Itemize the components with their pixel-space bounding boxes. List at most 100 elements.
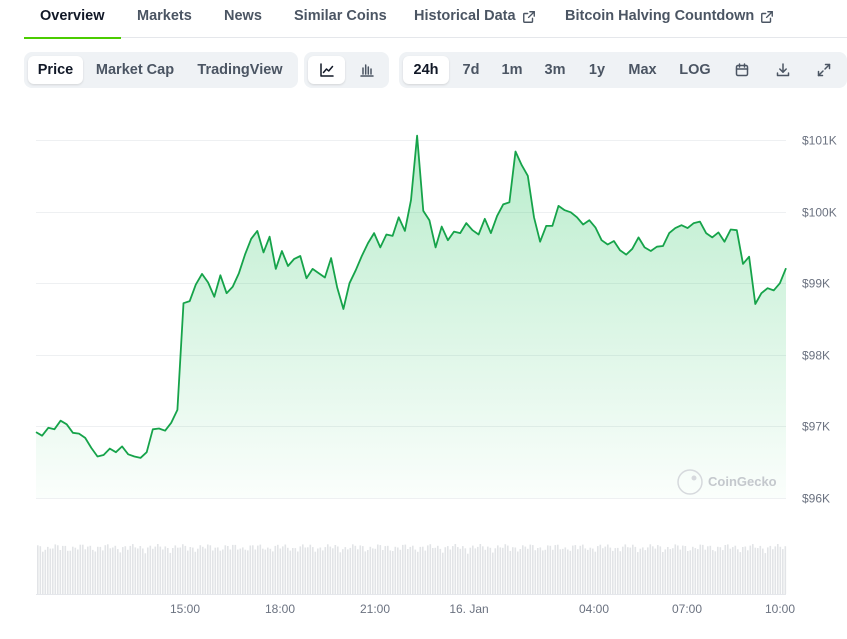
tab-historical-data[interactable]: Historical Data — [414, 8, 536, 38]
volume-bar — [772, 549, 774, 594]
volume-bar — [252, 545, 254, 594]
volume-bar — [444, 547, 447, 594]
volume-bar — [542, 550, 544, 594]
volume-bar — [664, 549, 667, 594]
volume-bar — [589, 547, 592, 594]
volume-bar — [414, 549, 417, 594]
tab-markets[interactable]: Markets — [137, 8, 192, 38]
fullscreen-button[interactable] — [807, 56, 841, 84]
date-range-button[interactable] — [725, 56, 759, 84]
volume-bar — [389, 550, 392, 594]
volume-bar — [274, 545, 277, 594]
volume-bar — [707, 546, 709, 594]
volume-bar — [689, 550, 692, 594]
price-button[interactable]: Price — [28, 56, 83, 84]
candlestick-chart-icon — [359, 64, 374, 77]
y-tick-label: $97K — [802, 420, 830, 434]
market-cap-button[interactable]: Market Cap — [95, 62, 175, 78]
volume-bar — [719, 547, 722, 594]
volume-bar — [102, 550, 104, 594]
tab-news[interactable]: News — [224, 8, 262, 38]
tab-label: Markets — [137, 8, 192, 24]
volume-bar — [594, 551, 597, 594]
volume-bar — [199, 545, 202, 594]
range-3m-button[interactable]: 3m — [544, 62, 566, 78]
volume-bar — [582, 544, 584, 594]
volume-bar — [144, 553, 147, 594]
volume-bar — [572, 545, 574, 594]
range-1y-button[interactable]: 1y — [588, 62, 606, 78]
volume-bar — [364, 551, 367, 594]
volume-bar — [734, 545, 737, 594]
volume-bar — [479, 544, 482, 594]
volume-bar — [237, 549, 239, 594]
volume-bar — [489, 547, 492, 594]
volume-bar — [464, 548, 467, 594]
volume-bar — [512, 547, 514, 594]
volume-bar — [129, 545, 132, 594]
volume-bar — [762, 548, 764, 594]
tab-similar-coins[interactable]: Similar Coins — [294, 8, 387, 38]
volume-bar — [254, 549, 257, 594]
tradingview-button[interactable]: TradingView — [197, 62, 283, 78]
tab-overview[interactable]: Overview — [24, 8, 120, 39]
price-area-fill — [36, 135, 786, 498]
volume-bar — [394, 546, 397, 594]
volume-bar — [397, 547, 399, 594]
range-1m-button[interactable]: 1m — [501, 62, 523, 78]
volume-bar — [367, 550, 369, 594]
x-tick-label: 04:00 — [579, 602, 609, 616]
volume-bar — [507, 545, 509, 594]
volume-bar — [564, 547, 567, 594]
volume-bar — [539, 547, 542, 594]
volume-bar — [184, 545, 187, 594]
volume-bar — [424, 550, 427, 594]
x-axis-labels: 15:00 18:00 21:00 16. Jan 04:00 07:00 10:00 — [170, 602, 795, 616]
volume-bar — [44, 549, 47, 594]
volume-bar — [224, 545, 227, 594]
log-scale-button[interactable]: LOG — [679, 62, 711, 78]
volume-bar — [334, 545, 337, 594]
fullscreen-icon — [817, 63, 831, 77]
x-tick-label: 18:00 — [265, 602, 295, 616]
volume-bar — [722, 550, 724, 594]
volume-bar — [547, 545, 549, 594]
candlestick-chart-button[interactable] — [348, 56, 385, 84]
volume-bar — [247, 550, 249, 594]
volume-bar — [212, 550, 214, 594]
volume-bar — [744, 546, 747, 594]
watermark-text: CoinGecko — [708, 474, 777, 489]
volume-bar — [632, 544, 634, 594]
download-button[interactable] — [766, 56, 800, 84]
volume-bar — [769, 545, 772, 594]
volume-bar — [309, 544, 312, 594]
x-tick-label: 16. Jan — [449, 602, 488, 616]
volume-bar — [752, 544, 754, 594]
volume-bar — [372, 548, 374, 594]
volume-bar — [122, 547, 124, 594]
volume-bar — [637, 552, 639, 594]
line-chart-button[interactable] — [308, 56, 345, 84]
volume-bar — [359, 545, 362, 594]
volume-bar — [587, 549, 589, 594]
volume-bar — [767, 547, 769, 594]
volume-bar — [694, 548, 697, 594]
volume-bar — [74, 547, 77, 594]
volume-bar — [439, 548, 442, 594]
range-7d-button[interactable]: 7d — [462, 62, 480, 78]
volume-bar — [39, 546, 42, 594]
range-24h-button[interactable]: 24h — [403, 56, 449, 84]
volume-bar — [264, 549, 267, 594]
volume-bar — [627, 547, 629, 594]
volume-bar — [304, 547, 307, 594]
volume-bar — [114, 545, 117, 594]
volume-bar — [97, 546, 99, 594]
volume-bar — [477, 546, 479, 594]
tab-bitcoin-halving-countdown[interactable]: Bitcoin Halving Countdown — [565, 8, 774, 38]
range-max-button[interactable]: Max — [628, 62, 657, 78]
coingecko-watermark: CoinGecko — [677, 469, 777, 495]
volume-bar — [124, 546, 127, 594]
volume-bar — [492, 552, 494, 594]
volume-bar — [634, 546, 637, 594]
